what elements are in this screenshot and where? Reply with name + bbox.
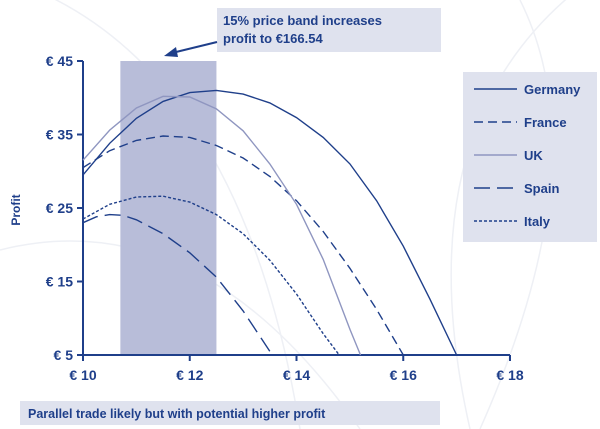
- x-tick-label: € 12: [176, 367, 203, 383]
- legend-background: [463, 72, 597, 242]
- footer-text: Parallel trade likely but with potential…: [28, 407, 326, 421]
- legend-label-uk: UK: [524, 148, 543, 163]
- tick-labels: € 10 € 12 € 14 € 16 € 18 € 5 € 15 € 25 € 35 € 45: [46, 53, 524, 383]
- y-tick-label: € 35: [46, 127, 73, 143]
- series-lines: [82, 89, 458, 356]
- footer: Parallel trade likely but with potential…: [20, 401, 440, 425]
- callout-arrow-head: [164, 47, 178, 57]
- y-tick-label: € 5: [54, 347, 74, 363]
- footer-box: [20, 401, 440, 425]
- x-tick-label: € 10: [69, 367, 96, 383]
- callout-box: [217, 8, 441, 52]
- callout: 15% price band increases profit to €166.…: [164, 8, 441, 57]
- series-line-uk: [82, 95, 362, 356]
- series-line-france: [82, 135, 404, 356]
- y-tick-label: € 45: [46, 53, 73, 69]
- x-tick-label: € 18: [496, 367, 523, 383]
- series-line-spain: [82, 213, 271, 352]
- legend-label-italy: Italy: [524, 214, 551, 229]
- legend-label-spain: Spain: [524, 181, 559, 196]
- legend-label-germany: Germany: [524, 82, 581, 97]
- price-band: [120, 61, 217, 355]
- y-axis-label: Profit: [9, 194, 23, 225]
- x-tick-label: € 14: [283, 367, 310, 383]
- callout-line-1: 15% price band increases: [223, 13, 382, 28]
- callout-line-2: profit to €166.54: [223, 31, 323, 46]
- callout-arrow-line: [175, 41, 218, 53]
- legend-label-france: France: [524, 115, 567, 130]
- y-tick-label: € 25: [46, 200, 73, 216]
- x-tick-label: € 16: [390, 367, 417, 383]
- series-line-italy: [82, 195, 340, 356]
- axes: [77, 60, 511, 361]
- y-tick-label: € 15: [46, 274, 73, 290]
- series-line-germany: [82, 89, 458, 356]
- legend: Germany France UK Spain Italy: [463, 72, 597, 242]
- price-band-layer: [120, 61, 217, 355]
